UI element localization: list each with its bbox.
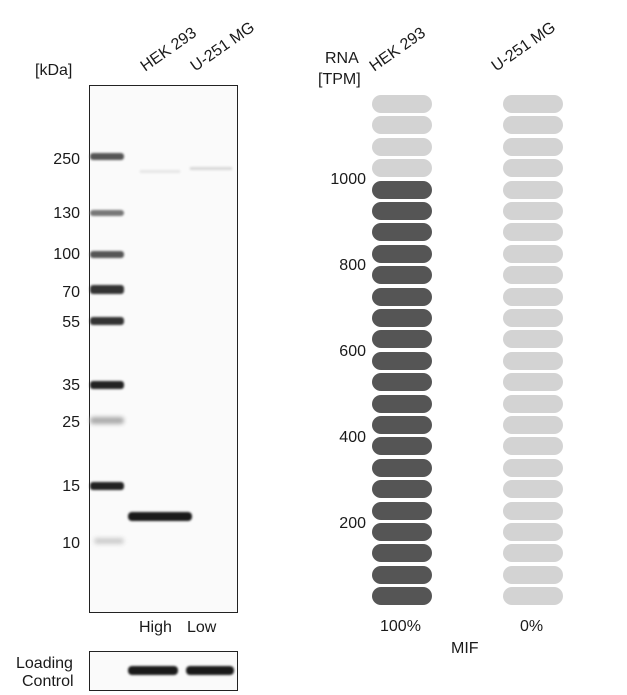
rna-tpm-segment — [503, 501, 563, 520]
ladder-band — [90, 210, 124, 216]
rna-tpm-segment — [503, 394, 563, 413]
rna-tpm-segment — [372, 351, 432, 370]
ladder-band — [90, 417, 124, 424]
tpm-tick-200: 200 — [339, 515, 366, 532]
rna-tpm-segment — [503, 416, 563, 434]
rna-tpm-segment — [372, 266, 432, 285]
rna-tpm-segment — [372, 244, 432, 263]
gene-name-label: MIF — [451, 640, 479, 657]
rna-column-u251mg — [503, 95, 563, 607]
marker-label-25: 25 — [62, 414, 80, 431]
rna-tpm-segment — [372, 394, 432, 413]
rna-tpm-segment — [372, 223, 432, 242]
ladder-band — [94, 538, 124, 544]
tpm-tick-800: 800 — [339, 257, 366, 274]
ladder-band — [90, 251, 124, 258]
rna-tpm-segment — [372, 159, 432, 178]
loading-control-blot — [89, 651, 238, 691]
rna-tpm-segment — [372, 458, 432, 477]
rna-tpm-segment — [503, 266, 563, 285]
rna-tpm-segment — [503, 587, 563, 606]
rna-tpm-segment — [372, 309, 432, 327]
rna-axis-unit: [TPM] — [318, 71, 361, 88]
rna-tpm-segment — [372, 116, 432, 135]
rna-tpm-segment — [503, 437, 563, 456]
target-band-hek293 — [128, 512, 192, 521]
marker-label-250: 250 — [53, 151, 80, 168]
lane-level-low: Low — [187, 619, 217, 636]
rna-tpm-segment — [503, 159, 563, 178]
marker-label-70: 70 — [62, 284, 80, 301]
rna-tpm-segment — [503, 116, 563, 135]
loading-control-label: Loading — [16, 655, 73, 672]
rna-tpm-segment — [503, 202, 563, 220]
rna-tpm-segment — [503, 223, 563, 242]
faint-band — [190, 167, 232, 170]
rna-tpm-segment — [372, 330, 432, 349]
rna-cellline-label-hek293: HEK 293 — [366, 24, 429, 76]
marker-label-35: 35 — [62, 377, 80, 394]
lane-label-u251mg: U-251 MG — [187, 18, 258, 76]
rna-tpm-segment — [503, 458, 563, 477]
ladder-band — [90, 381, 124, 389]
rna-tpm-segment — [503, 523, 563, 541]
marker-label-130: 130 — [53, 205, 80, 222]
rna-axis-label: RNA — [325, 50, 359, 67]
rna-tpm-segment — [372, 523, 432, 541]
tpm-tick-600: 600 — [339, 343, 366, 360]
rna-tpm-segment — [503, 330, 563, 349]
lane-level-high: High — [139, 619, 172, 636]
loading-band — [128, 666, 178, 675]
faint-band — [140, 170, 180, 173]
rna-tpm-segment — [503, 480, 563, 499]
rna-tpm-segment — [372, 373, 432, 392]
kda-unit-label: [kDa] — [35, 62, 73, 79]
rna-tpm-segment — [372, 437, 432, 456]
rna-tpm-segment — [503, 309, 563, 327]
rna-tpm-segment — [503, 287, 563, 306]
rna-tpm-segment — [372, 202, 432, 220]
rna-percent-hek293: 100% — [380, 618, 421, 635]
rna-tpm-segment — [372, 180, 432, 199]
marker-label-15: 15 — [62, 478, 80, 495]
rna-column-hek293 — [372, 95, 432, 607]
rna-percent-u251mg: 0% — [520, 618, 544, 635]
rna-tpm-segment — [503, 95, 563, 113]
loading-control-label-2: Control — [22, 673, 74, 690]
rna-tpm-segment — [372, 137, 432, 156]
rna-tpm-segment — [503, 180, 563, 199]
rna-tpm-segment — [372, 95, 432, 113]
tpm-tick-400: 400 — [339, 429, 366, 446]
rna-cellline-label-u251mg: U-251 MG — [488, 18, 559, 76]
western-blot-image — [89, 85, 238, 613]
tpm-tick-1000: 1000 — [330, 171, 366, 188]
rna-tpm-segment — [503, 565, 563, 584]
rna-tpm-segment — [503, 137, 563, 156]
marker-label-10: 10 — [62, 535, 80, 552]
rna-tpm-segment — [503, 244, 563, 263]
rna-tpm-segment — [503, 544, 563, 563]
loading-band — [186, 666, 234, 675]
marker-label-100: 100 — [53, 246, 80, 263]
rna-tpm-segment — [372, 544, 432, 563]
rna-tpm-segment — [372, 287, 432, 306]
lane-label-hek293: HEK 293 — [137, 24, 200, 76]
rna-tpm-segment — [372, 480, 432, 499]
rna-tpm-segment — [372, 501, 432, 520]
ladder-band — [90, 482, 124, 490]
rna-tpm-segment — [503, 373, 563, 392]
ladder-band — [90, 285, 124, 294]
marker-label-55: 55 — [62, 314, 80, 331]
rna-tpm-segment — [372, 565, 432, 584]
rna-tpm-segment — [372, 416, 432, 434]
ladder-band — [90, 153, 124, 160]
rna-tpm-segment — [372, 587, 432, 606]
rna-tpm-segment — [503, 351, 563, 370]
ladder-band — [90, 317, 124, 325]
